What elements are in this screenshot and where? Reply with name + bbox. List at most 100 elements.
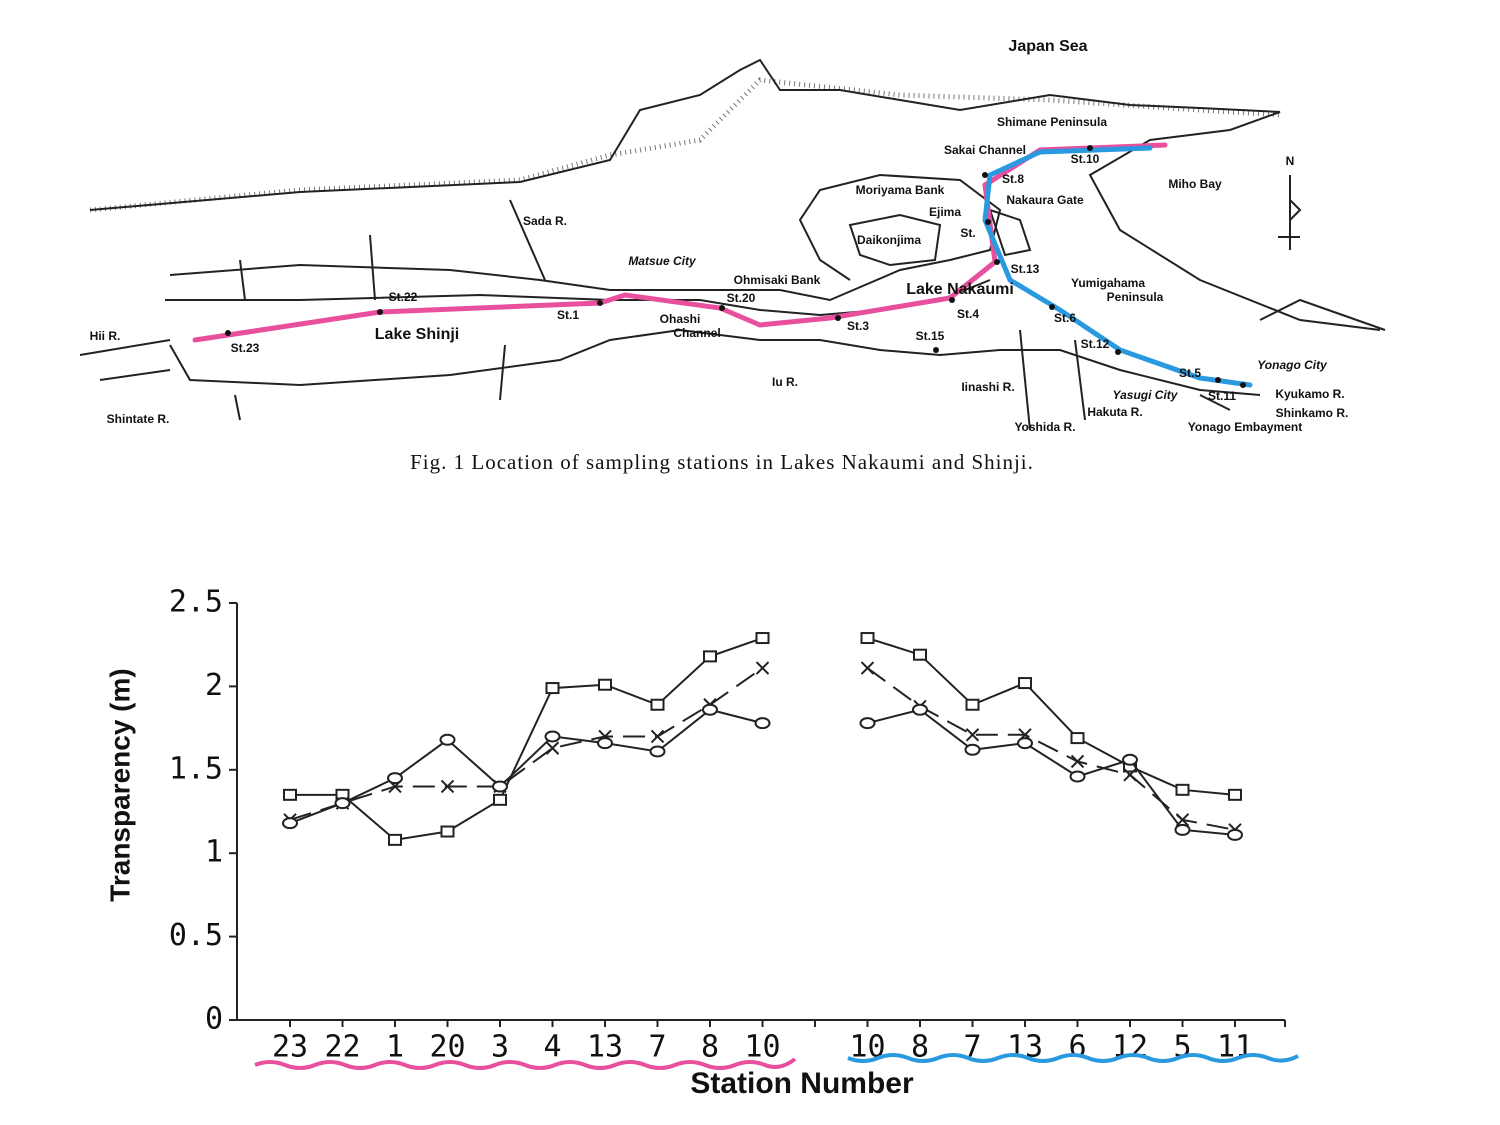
station-dot: [1115, 349, 1121, 355]
x-marker: [860, 661, 875, 675]
map-label: St.: [960, 226, 975, 240]
station-dot: [719, 305, 725, 311]
x-tick-label: 10: [744, 1030, 780, 1065]
series-line: [289, 667, 1236, 831]
circle-marker: [1069, 770, 1086, 783]
circle-marker: [1174, 823, 1191, 836]
station-dot: [597, 300, 603, 306]
circle-marker: [387, 772, 403, 785]
square-marker: [388, 833, 402, 846]
x-tick-label: 6: [1068, 1030, 1086, 1065]
map-label: Channel: [673, 326, 720, 340]
square-marker: [1070, 732, 1085, 745]
series-line: [290, 637, 1236, 841]
square-marker: [703, 650, 717, 663]
square-marker: [1175, 783, 1190, 796]
map-label: Japan Sea: [1008, 38, 1087, 55]
x-tick-label: 7: [963, 1030, 981, 1065]
circle-marker: [912, 703, 928, 716]
square-marker: [598, 678, 612, 691]
map-label: Shintate R.: [107, 412, 170, 426]
map-label: Sakai Channel: [944, 143, 1026, 157]
map-label: Hii R.: [90, 329, 121, 343]
x-marker: [1123, 768, 1137, 782]
square-marker: [283, 788, 297, 801]
station-dot: [1215, 377, 1221, 383]
map-label: Yonago Embayment: [1188, 420, 1302, 434]
station-dot: [225, 330, 231, 336]
map-label: Yonago City: [1257, 358, 1328, 372]
station-dot: [985, 219, 991, 225]
x-marker: [1070, 754, 1085, 769]
circle-marker: [649, 745, 666, 758]
x-marker: [755, 661, 770, 675]
map-label: Daikonjima: [857, 233, 921, 247]
figure-caption: Fig. 1 Location of sampling stations in …: [410, 450, 1034, 474]
square-marker: [493, 793, 507, 806]
map-label: Shimane Peninsula: [997, 115, 1107, 129]
x-tick-label: 13: [587, 1030, 623, 1065]
map-label: St.6: [1054, 311, 1076, 325]
circle-marker: [544, 730, 561, 743]
station-dot: [994, 259, 1000, 265]
x-tick-label: 23: [272, 1030, 308, 1065]
map-label: St.5: [1179, 366, 1201, 380]
circle-marker: [334, 797, 351, 810]
x-tick-label: 1: [386, 1030, 404, 1065]
map-label: Ohashi: [660, 312, 701, 326]
map-labels: Japan Sea Shimane Peninsula Sakai Channel S…: [90, 38, 1349, 434]
circle-marker: [754, 717, 771, 730]
map-outline: [79, 58, 1386, 431]
map-label: Yumigahama: [1071, 276, 1145, 290]
map-label: St.12: [1081, 337, 1110, 351]
y-tick-label: 2: [205, 668, 223, 703]
x-axis-title: Station Number: [690, 1067, 914, 1100]
station-dot: [933, 347, 939, 353]
map-label: St.22: [389, 290, 418, 304]
station-dot: [377, 309, 383, 315]
square-marker: [650, 698, 665, 711]
circle-marker: [597, 737, 613, 750]
y-tick-label: 0: [205, 1002, 223, 1037]
x-marker: [650, 729, 665, 744]
map-label: St.8: [1002, 172, 1024, 186]
map-label: Nakaura Gate: [1006, 193, 1084, 207]
map-label: St.3: [847, 319, 869, 333]
x-tick-label: 4: [543, 1030, 561, 1065]
y-tick-label: 1.5: [169, 751, 223, 786]
x-tick-label: 8: [701, 1030, 719, 1065]
circle-marker: [702, 703, 718, 716]
station-dot: [835, 315, 841, 321]
circle-marker: [1017, 737, 1033, 750]
map-label: Lake Nakaumi: [906, 281, 1014, 298]
map-label: St.1: [557, 308, 579, 322]
map-label: St.20: [727, 291, 756, 305]
map-label: St.23: [231, 341, 260, 355]
square-marker: [913, 648, 927, 661]
station-dot: [1087, 145, 1093, 151]
y-tick-label: 0.5: [169, 918, 223, 953]
station-dot: [949, 297, 955, 303]
map-label: Yasugi City: [1113, 388, 1179, 402]
map-label: Hakuta R.: [1087, 405, 1142, 419]
x-tick-label: 3: [491, 1030, 509, 1065]
map-label: Ejima: [929, 205, 961, 219]
circle-marker: [439, 733, 456, 746]
circle-marker: [964, 743, 981, 756]
map-label: Iinashi R.: [961, 380, 1014, 394]
y-tick-label: 1: [205, 835, 223, 870]
map-label: Matsue City: [628, 254, 697, 268]
y-tick-label: 2.5: [169, 585, 223, 620]
map-label: Miho Bay: [1168, 177, 1222, 191]
underline-right: [847, 1053, 1299, 1063]
x-tick-label: 20: [429, 1030, 465, 1065]
map-label: Iu R.: [772, 375, 798, 389]
x-tick-label: 22: [324, 1030, 360, 1065]
square-marker: [545, 682, 560, 695]
square-marker: [1018, 677, 1032, 690]
map-label: St.11: [1208, 389, 1236, 403]
route-shinji: [192, 142, 1168, 343]
map-label: Lake Shinji: [375, 326, 459, 343]
square-marker: [755, 632, 770, 645]
